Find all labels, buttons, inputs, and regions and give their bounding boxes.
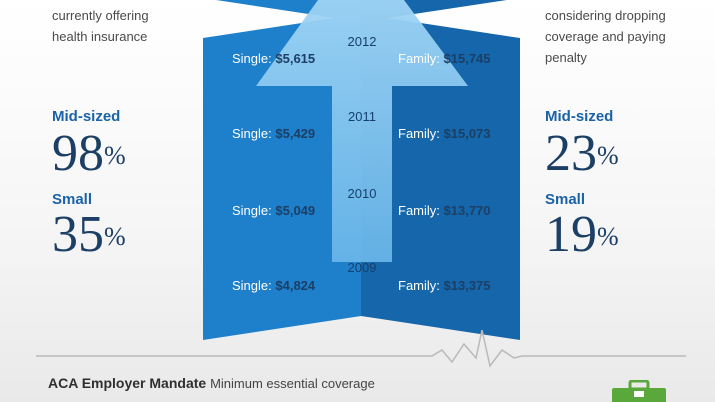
year-label-2011: 2011 bbox=[348, 109, 376, 124]
right-mid-sized-label: Mid-sized bbox=[545, 108, 614, 125]
year-label-2010: 2010 bbox=[347, 186, 377, 201]
left-small-label: Small bbox=[52, 191, 93, 208]
chevron-band-2009 bbox=[203, 246, 520, 340]
family-cost-2009: Family: $13,375 bbox=[398, 278, 491, 293]
single-cost-2011: Single: $5,429 bbox=[232, 126, 316, 141]
growth-arrow bbox=[256, 0, 468, 262]
left-mid-sized-label: Mid-sized bbox=[52, 108, 121, 125]
footer-heartbeat-line bbox=[36, 329, 686, 368]
footer-heading: ACA Employer Mandate Minimum essential c… bbox=[48, 375, 375, 391]
family-cost-2012: Family: $15,745 bbox=[398, 51, 491, 66]
right-description: considering dropping coverage and paying p… bbox=[545, 8, 666, 65]
right-mid-sized-percent: 23% bbox=[545, 125, 619, 182]
year-label-2012: 2012 bbox=[347, 34, 377, 49]
left-description: currently offering health insurance bbox=[52, 8, 149, 44]
briefcase-icon bbox=[612, 380, 666, 402]
single-cost-2009: Single: $4,824 bbox=[232, 278, 316, 293]
left-mid-sized-percent: 98% bbox=[52, 125, 126, 182]
family-cost-2011: Family: $15,073 bbox=[398, 126, 491, 141]
family-cost-2010: Family: $13,770 bbox=[398, 203, 491, 218]
year-label-2009: 2009 bbox=[347, 260, 377, 275]
left-small-percent: 35% bbox=[52, 206, 126, 263]
right-small-percent: 19% bbox=[545, 206, 619, 263]
right-small-label: Small bbox=[545, 191, 586, 208]
single-cost-2010: Single: $5,049 bbox=[232, 203, 316, 218]
single-cost-2012: Single: $5,615 bbox=[232, 51, 316, 66]
